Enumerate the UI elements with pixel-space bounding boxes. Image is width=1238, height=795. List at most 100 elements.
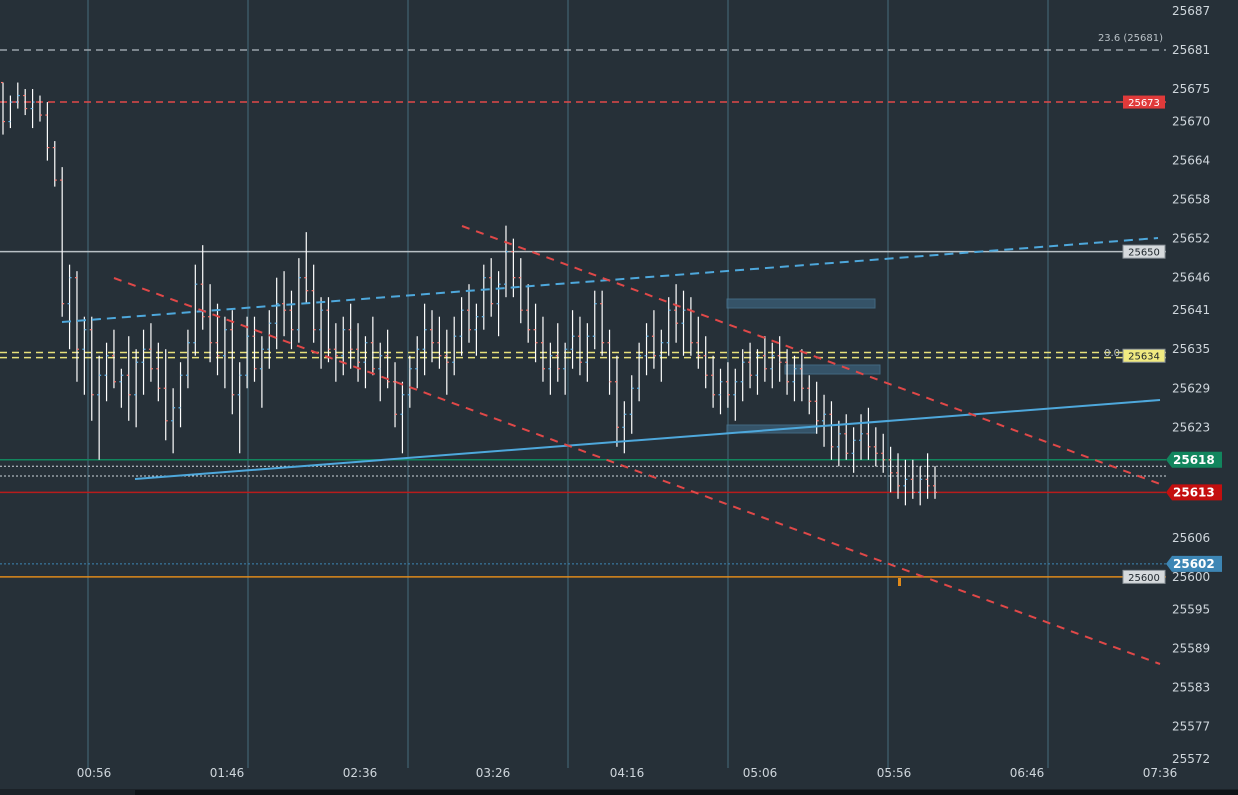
y-tick-label: 25623 [1172, 420, 1210, 434]
y-tick-label: 25595 [1172, 602, 1210, 616]
candle [444, 329, 449, 395]
bottom-scrollbar[interactable] [0, 789, 1238, 795]
candle [304, 232, 309, 304]
bid-label-text: 25618 [1173, 453, 1215, 467]
candle [311, 264, 316, 343]
candle [829, 401, 834, 460]
candle [274, 277, 279, 350]
candle [696, 316, 701, 369]
candle [104, 342, 109, 402]
candle [326, 297, 331, 363]
candle [45, 102, 50, 161]
candle [540, 316, 545, 382]
candle [74, 271, 79, 382]
candle [755, 349, 760, 395]
y-tick-label: 25572 [1172, 752, 1210, 766]
candle [851, 427, 856, 473]
candle [237, 362, 242, 454]
level-label: 25650 [1122, 244, 1166, 259]
candle [577, 316, 582, 376]
candle [563, 342, 568, 395]
y-tick-label: 25652 [1172, 232, 1210, 246]
candle [659, 329, 664, 382]
candle [503, 225, 508, 298]
y-tick-label: 25675 [1172, 82, 1210, 96]
candle [733, 368, 738, 421]
candle [666, 297, 671, 356]
time-axis: 00:56 01:46 02:36 03:26 04:16 05:06 05:56 06:46… [77, 766, 1178, 780]
x-tick-label: 01:46 [210, 766, 245, 780]
candle [725, 362, 730, 408]
y-tick-label: 25641 [1172, 303, 1210, 317]
x-tick-label: 05:56 [877, 766, 912, 780]
trend-lines [61, 225, 1161, 665]
candle [481, 264, 486, 330]
x-tick-label: 00:56 [77, 766, 112, 780]
candle [629, 375, 634, 434]
candle [718, 368, 723, 415]
candle [341, 316, 346, 376]
trendline-red-channel-top [461, 225, 1161, 485]
candle [245, 316, 250, 389]
candle [555, 323, 560, 382]
trendline-upper-channel-dashed [61, 237, 1159, 323]
candle [8, 95, 13, 129]
candle [496, 271, 501, 337]
candle [363, 336, 368, 389]
candle [200, 245, 205, 330]
candle [289, 290, 294, 350]
candle [785, 349, 790, 395]
candle [171, 388, 176, 454]
x-tick-label: 04:16 [610, 766, 645, 780]
candle [400, 381, 405, 454]
candle [193, 264, 198, 356]
resistance-label-text: 25673 [1128, 98, 1160, 109]
y-tick-label: 25600 [1172, 570, 1210, 584]
fib-23-label: 23.6 (25681) [1098, 33, 1163, 44]
candle [252, 316, 257, 382]
candle [356, 323, 361, 382]
candle [148, 323, 153, 382]
candle [126, 336, 131, 421]
candle [134, 349, 139, 428]
last-price-label-text: 25613 [1173, 485, 1215, 499]
candle [333, 323, 338, 382]
candle [681, 290, 686, 356]
candle [467, 284, 471, 343]
candle [518, 258, 523, 324]
candle [370, 316, 375, 376]
candle [378, 342, 383, 402]
y-tick-label: 25658 [1172, 193, 1210, 207]
y-tick-label: 25646 [1172, 271, 1210, 285]
candle [888, 446, 893, 493]
candle [67, 264, 72, 350]
blue-level-label: 25602 [1166, 555, 1222, 572]
y-tick-label: 25664 [1172, 154, 1210, 168]
x-tick-label: 02:36 [343, 766, 378, 780]
candle [859, 414, 864, 460]
y-tick-label: 25687 [1172, 4, 1210, 18]
candle [282, 271, 287, 337]
candle [740, 349, 745, 402]
candle [910, 459, 915, 499]
candle [933, 466, 937, 499]
candle [807, 375, 812, 415]
candle [600, 290, 605, 356]
candle [407, 355, 412, 408]
zone-middle [784, 364, 881, 375]
scroll-thumb-left [135, 790, 505, 795]
y-tick-label: 25629 [1172, 381, 1210, 395]
candle [296, 258, 301, 343]
level-label-text: 25650 [1128, 248, 1160, 259]
candle [748, 342, 753, 389]
candle [822, 394, 827, 447]
zone-upper [726, 298, 876, 309]
candle [903, 459, 908, 506]
candle [866, 407, 871, 460]
candlestick-series [1, 81, 937, 506]
candle [267, 310, 272, 369]
candle [674, 284, 679, 343]
candle [185, 329, 190, 389]
